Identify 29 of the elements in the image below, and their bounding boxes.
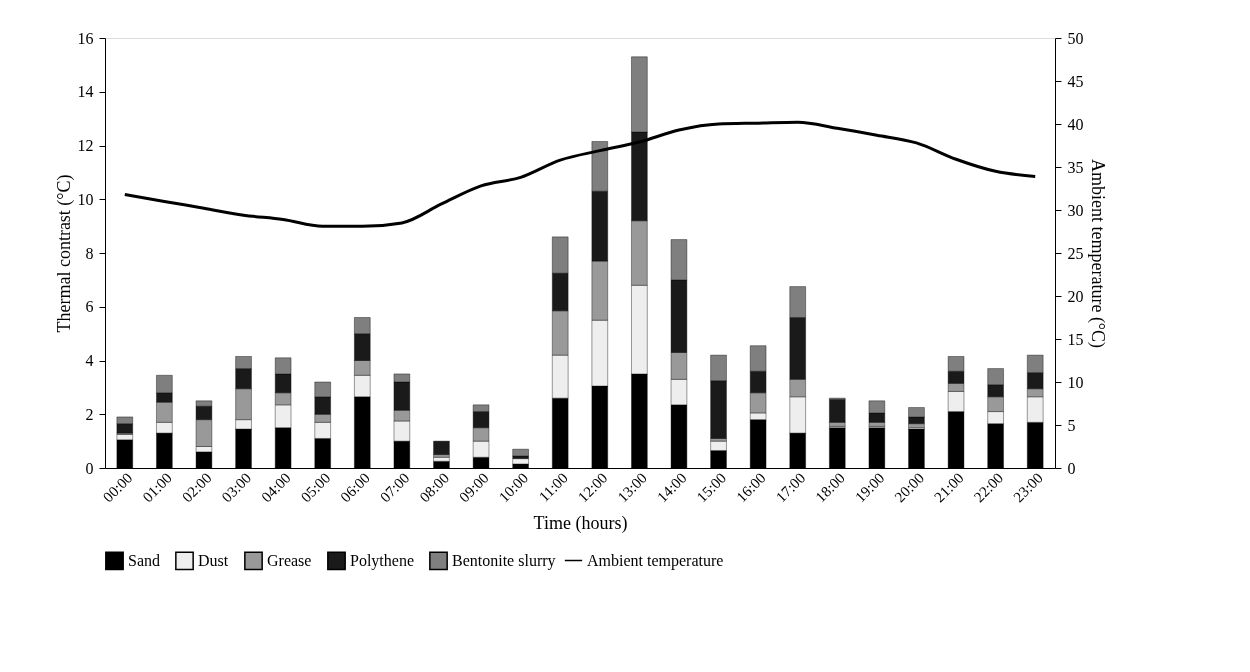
y-tick-label: 14 <box>77 83 94 101</box>
y-axis-title: Thermal contrast (°C) <box>53 174 75 333</box>
y2-tick-label: 25 <box>1067 244 1084 262</box>
y2-axis-title: Ambient temperature (°C) <box>1086 158 1108 349</box>
y-tick-label: 12 <box>77 137 94 154</box>
legend-label: Polythene <box>350 551 414 570</box>
legend-label: Dust <box>198 551 229 569</box>
legend-label: Grease <box>267 551 312 569</box>
y2-tick-label: 40 <box>1067 115 1084 133</box>
y2-tick-label: 35 <box>1067 158 1084 176</box>
y-tick-label: 10 <box>77 190 94 208</box>
y2-tick-label: 5 <box>1067 416 1076 434</box>
y-tick-label: 2 <box>85 405 94 423</box>
y2-tick-label: 15 <box>1067 330 1084 348</box>
y2-tick-label: 45 <box>1067 72 1084 90</box>
y-tick-label: 16 <box>77 29 94 47</box>
legend-label: Ambient temperature <box>587 551 724 570</box>
y2-tick-label: 50 <box>1067 29 1084 47</box>
x-axis-title: Time (hours) <box>533 513 628 535</box>
y-tick-label: 6 <box>85 298 94 316</box>
legend-label: Sand <box>128 551 160 569</box>
y2-tick-label: 0 <box>1067 459 1076 477</box>
legend-label: Bentonite slurry <box>452 551 556 570</box>
y-tick-label: 4 <box>85 352 94 369</box>
y-tick-label: 8 <box>85 244 94 262</box>
y2-tick-label: 20 <box>1067 287 1084 305</box>
y2-tick-label: 30 <box>1067 201 1084 219</box>
y2-tick-label: 10 <box>1067 373 1084 391</box>
y-tick-label: 0 <box>85 459 94 477</box>
